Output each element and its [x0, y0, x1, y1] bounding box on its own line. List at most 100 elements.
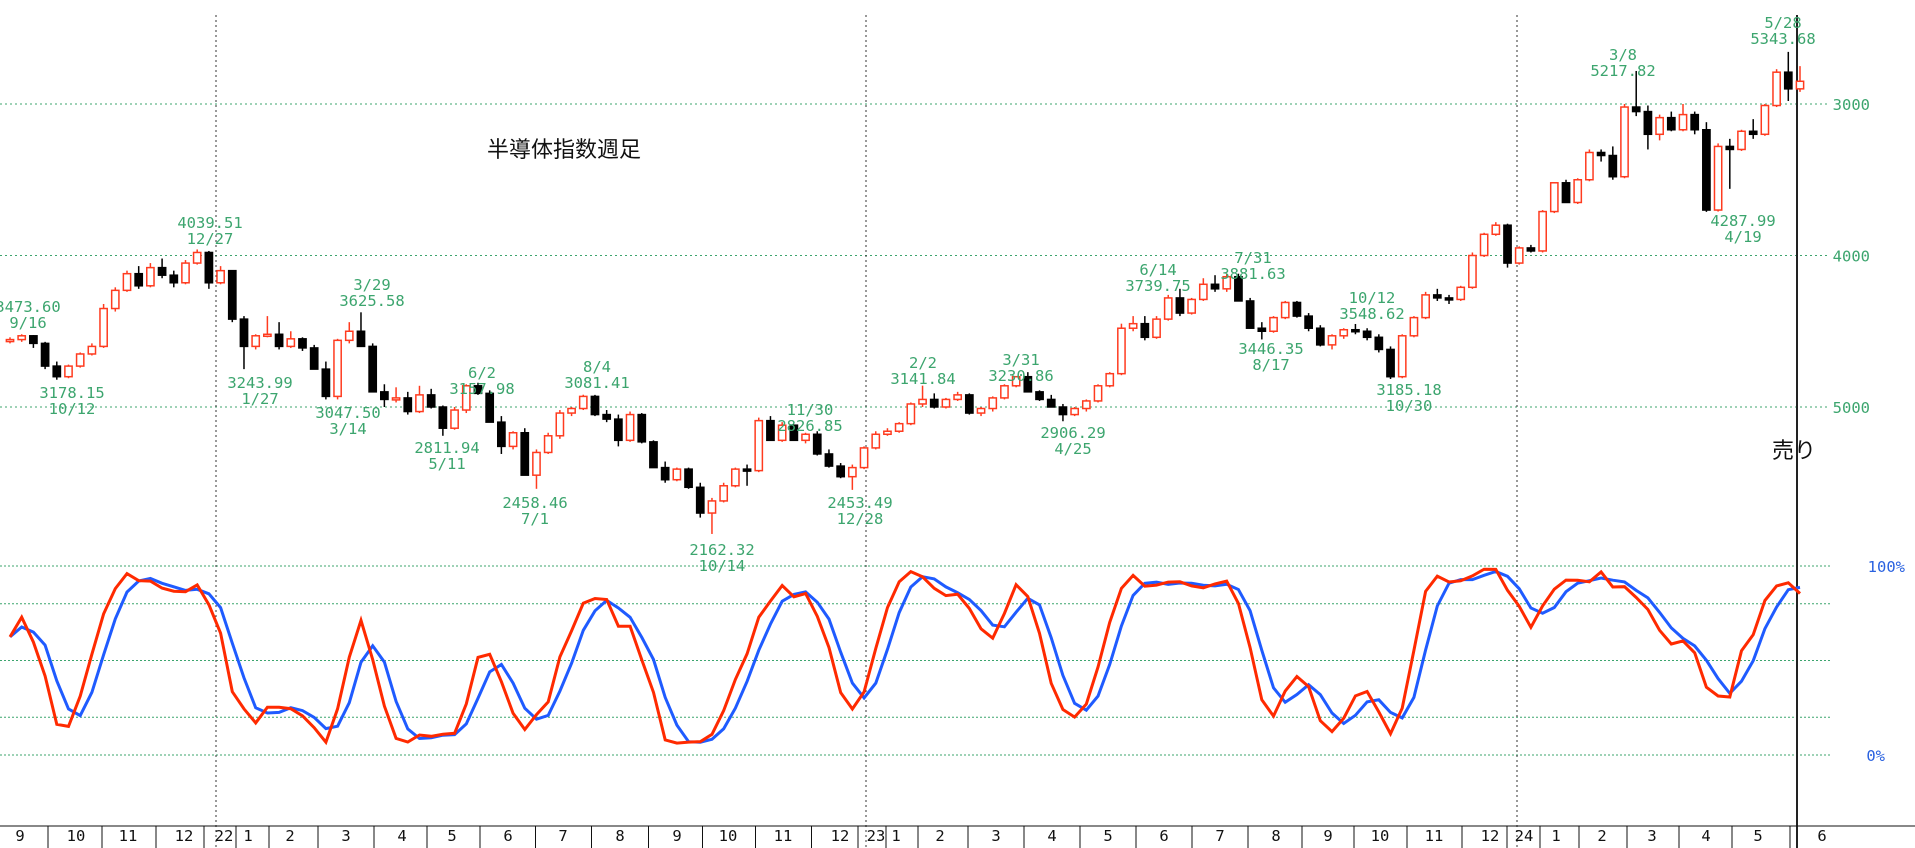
candle-body: [169, 274, 179, 284]
candle-body: [99, 307, 108, 348]
candle: [286, 331, 296, 348]
candle-body: [1432, 294, 1442, 299]
candle-body: [40, 342, 50, 367]
candle: [1643, 105, 1653, 150]
candle: [672, 467, 682, 482]
candle-body: [87, 345, 97, 355]
candle-body: [1187, 298, 1197, 314]
candle: [263, 316, 272, 338]
candle-body: [1631, 106, 1641, 113]
candle-body: [964, 394, 974, 414]
candle: [1070, 407, 1080, 417]
candle-body: [1549, 182, 1559, 213]
candle-body: [824, 453, 834, 467]
candle: [356, 312, 366, 348]
candle-body: [1514, 247, 1524, 264]
candle: [871, 431, 881, 450]
annotation-value: 2458.46: [502, 494, 567, 512]
candle-body: [1128, 322, 1138, 329]
candle-body: [1772, 71, 1781, 107]
candle: [508, 431, 518, 450]
month-label: 2: [935, 827, 944, 845]
candle: [1105, 372, 1115, 388]
candle: [766, 416, 775, 442]
candle-body: [707, 500, 717, 514]
candle: [380, 384, 389, 407]
candle-body: [1292, 301, 1302, 317]
candle: [75, 352, 85, 368]
candle-body: [976, 407, 986, 414]
candle-body: [1503, 224, 1512, 264]
candle: [894, 422, 904, 433]
month-label: 5: [1753, 827, 1762, 845]
candle: [134, 266, 144, 289]
candle-body: [485, 392, 495, 423]
candle-body: [1620, 106, 1629, 178]
candle: [613, 414, 623, 447]
candle: [1468, 252, 1477, 289]
candle-body: [356, 330, 366, 348]
candle-body: [1175, 297, 1185, 314]
price-annotation: 2458.467/1: [502, 494, 567, 528]
candle: [520, 428, 530, 476]
candle: [1631, 70, 1641, 117]
month-label: 12: [175, 827, 194, 845]
candle-body: [1046, 398, 1056, 408]
annotation-date: 12/28: [837, 510, 884, 528]
price-tick-label: 3000: [1833, 96, 1870, 114]
annotation-value: 2811.94: [414, 439, 479, 457]
candle-body: [789, 424, 799, 442]
candle: [1175, 288, 1185, 317]
candle: [1081, 399, 1091, 412]
candle-body: [906, 403, 916, 425]
candle-body: [298, 338, 307, 349]
oscillator-k-line: [8, 567, 1802, 746]
candle-body: [1011, 375, 1021, 387]
annotation-date: 9/16: [9, 314, 46, 332]
candle: [1023, 372, 1033, 393]
candle: [1397, 334, 1407, 379]
candle: [883, 428, 892, 436]
candle: [274, 322, 284, 350]
x-axis: 9 10 11 12 22 1 2 3 4 5 6 7 8 9 10 11 12 23 1 2 3 4 5 6 7 8 9 10 11 1…: [0, 825, 1915, 848]
candle: [1514, 246, 1524, 265]
candle: [1678, 104, 1688, 132]
month-label: 7: [1215, 827, 1224, 845]
candle-body: [391, 397, 401, 401]
candle: [1222, 273, 1232, 292]
candle-body: [1678, 113, 1688, 131]
annotation-value: 3739.75: [1125, 277, 1190, 295]
candle-body: [625, 413, 635, 442]
annotation-value: 3081.41: [564, 374, 629, 392]
annotation-value: 3185.18: [1376, 381, 1441, 399]
candle-body: [1374, 336, 1384, 351]
candle: [216, 266, 225, 285]
candle-body: [1023, 375, 1033, 393]
candle: [1561, 179, 1571, 204]
candle: [181, 260, 190, 285]
candle: [1093, 384, 1103, 403]
candle: [52, 361, 62, 380]
month-label: 4: [397, 827, 406, 845]
month-label: 1: [891, 827, 900, 845]
annotation-value: 3548.62: [1339, 305, 1404, 323]
candle-body: [157, 266, 167, 276]
candle-body: [719, 485, 729, 502]
candlesticks: [5, 51, 1805, 534]
month-label: 4: [1047, 827, 1056, 845]
annotation-value: 5343.68: [1750, 30, 1815, 48]
candle: [1327, 334, 1337, 350]
candle-body: [1362, 330, 1372, 339]
month-label: 12: [1481, 827, 1500, 845]
candle-body: [754, 419, 764, 472]
candle: [1035, 390, 1044, 401]
price-annotation: 4287.994/19: [1710, 212, 1775, 246]
candle-body: [941, 398, 951, 408]
candle: [1702, 122, 1711, 212]
candle-body: [777, 424, 787, 442]
candle: [918, 385, 927, 407]
annotation-date: 11/30: [787, 401, 834, 419]
annotation-date: 10/30: [1386, 397, 1433, 415]
candle-body: [918, 398, 927, 405]
